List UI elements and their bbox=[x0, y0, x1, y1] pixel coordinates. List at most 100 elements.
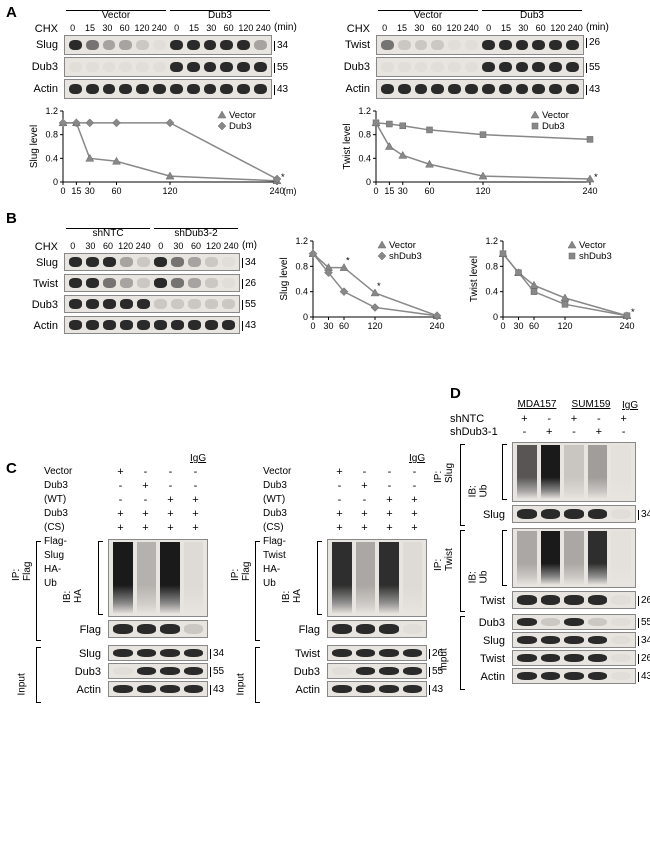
dub3-blot bbox=[64, 57, 272, 77]
dub3-input-blot bbox=[108, 663, 208, 679]
svg-text:0.8: 0.8 bbox=[295, 261, 308, 271]
plusminus-grid: + - - + + - + - + + - - + + + - - + + + bbox=[327, 465, 427, 535]
svg-text:240: 240 bbox=[429, 321, 444, 331]
mw: 43 bbox=[242, 321, 256, 331]
ip-slug: IP: Slug bbox=[433, 463, 455, 483]
ip-label: IP: Flag bbox=[230, 562, 252, 581]
mw: 43 bbox=[210, 685, 224, 695]
slug-blot bbox=[64, 35, 272, 55]
panel-d-label: D bbox=[450, 385, 461, 402]
mw: 55 bbox=[210, 667, 224, 677]
shdub3-header: shDub3-2 bbox=[154, 228, 238, 239]
input-label: Input bbox=[236, 673, 247, 695]
mw: 26 bbox=[638, 654, 650, 664]
svg-text:Dub3: Dub3 bbox=[542, 121, 565, 132]
ip-bracket bbox=[36, 541, 37, 641]
flag-label: Flag bbox=[285, 625, 320, 636]
svg-text:0.4: 0.4 bbox=[358, 153, 371, 163]
mw: 34 bbox=[242, 258, 256, 268]
twist-label: Twist bbox=[285, 649, 320, 660]
pm-row1: +-+-+ bbox=[512, 413, 636, 425]
mw: 55 bbox=[638, 618, 650, 628]
actin-blot bbox=[327, 681, 427, 697]
ib-label: IB: HA bbox=[281, 589, 303, 603]
svg-text:120: 120 bbox=[475, 186, 490, 196]
mw: 26 bbox=[638, 596, 650, 606]
twist-label: Twist bbox=[470, 654, 505, 665]
panel-c-label: C bbox=[6, 460, 17, 477]
slug-input bbox=[512, 632, 636, 648]
svg-text:0: 0 bbox=[493, 312, 498, 322]
panel-b-label: B bbox=[6, 210, 17, 227]
mw: 34 bbox=[638, 636, 650, 646]
svg-text:30: 30 bbox=[323, 321, 333, 331]
svg-text:Vector: Vector bbox=[542, 110, 569, 121]
input-bracket bbox=[36, 647, 37, 703]
actin-label: Actin bbox=[28, 84, 58, 95]
actin-blot bbox=[376, 79, 584, 99]
actin-label: Actin bbox=[28, 321, 58, 332]
twist-label: Twist bbox=[470, 596, 505, 607]
svg-text:Vector: Vector bbox=[229, 110, 256, 121]
svg-text:120: 120 bbox=[162, 186, 177, 196]
svg-text:60: 60 bbox=[339, 321, 349, 331]
svg-text:Dub3: Dub3 bbox=[229, 121, 252, 132]
ub-smear-slug bbox=[512, 442, 636, 502]
twist-label: Twist bbox=[28, 279, 58, 290]
svg-text:*: * bbox=[377, 281, 381, 292]
time-labels: 03060120240 03060120240 bbox=[64, 241, 240, 251]
shdub3: shDub3-1 bbox=[450, 427, 505, 438]
ib-bracket bbox=[98, 541, 99, 615]
igg-label: IgG bbox=[409, 453, 425, 464]
ib-ub2: IB: Ub bbox=[467, 571, 489, 584]
svg-text:0.8: 0.8 bbox=[358, 130, 371, 140]
igg-label: IgG bbox=[622, 400, 638, 411]
min-label: (min) bbox=[274, 23, 297, 33]
twist-chart: 00.40.81.20153060120240Twist levelVector… bbox=[338, 105, 608, 200]
svg-text:Vector: Vector bbox=[389, 240, 416, 251]
slug-label: Slug bbox=[28, 258, 58, 269]
dub3-header: Dub3 bbox=[170, 10, 270, 21]
svg-text:0: 0 bbox=[303, 312, 308, 322]
svg-text:Twist level: Twist level bbox=[469, 256, 480, 302]
vector-header: Vector bbox=[378, 10, 478, 21]
svg-text:0.4: 0.4 bbox=[45, 153, 58, 163]
svg-text:0: 0 bbox=[310, 321, 315, 331]
svg-text:240: 240 bbox=[582, 186, 597, 196]
svg-text:60: 60 bbox=[529, 321, 539, 331]
actin-input bbox=[512, 668, 636, 684]
twist-blot bbox=[64, 274, 240, 292]
chx-label: CHX bbox=[28, 24, 58, 35]
cond-labels: VectorDub3 (WT)Dub3 (CS)Flag-TwistHA-Ub bbox=[263, 465, 291, 591]
dub3-label: Dub3 bbox=[66, 667, 101, 678]
dub3-blot bbox=[64, 295, 240, 313]
twist-blot bbox=[376, 35, 584, 55]
mw: 43 bbox=[638, 672, 650, 682]
svg-text:0: 0 bbox=[366, 177, 371, 187]
svg-text:Slug level: Slug level bbox=[279, 257, 290, 300]
svg-text:Slug level: Slug level bbox=[29, 125, 40, 168]
actin-label: Actin bbox=[470, 672, 505, 683]
svg-text:0: 0 bbox=[53, 177, 58, 187]
svg-text:*: * bbox=[281, 172, 285, 183]
ip-twist: IP: Twist bbox=[433, 548, 455, 571]
ib-bracket bbox=[502, 444, 503, 500]
flag-label: Flag bbox=[66, 625, 101, 636]
cond-labels: VectorDub3 (WT)Dub3 (CS)Flag-SlugHA-Ub bbox=[44, 465, 72, 591]
twist-label: Twist bbox=[340, 40, 370, 51]
dub3-label: Dub3 bbox=[28, 62, 58, 73]
svg-text:0: 0 bbox=[500, 321, 505, 331]
ip-twist-bracket bbox=[460, 530, 461, 612]
dub3-blot bbox=[327, 663, 427, 679]
ip-slug-bracket bbox=[460, 444, 461, 526]
chx-label: CHX bbox=[340, 24, 370, 35]
svg-text:Vector: Vector bbox=[579, 240, 606, 251]
dub3-label: Dub3 bbox=[28, 300, 58, 311]
input-label: Input bbox=[439, 648, 450, 670]
ha-smear bbox=[108, 539, 208, 617]
dub3-input bbox=[512, 614, 636, 630]
twist-blot-d bbox=[512, 591, 636, 609]
ib-label: IB: HA bbox=[62, 589, 84, 603]
ip-label: IP: Flag bbox=[11, 562, 33, 581]
actin-input-blot bbox=[108, 681, 208, 697]
